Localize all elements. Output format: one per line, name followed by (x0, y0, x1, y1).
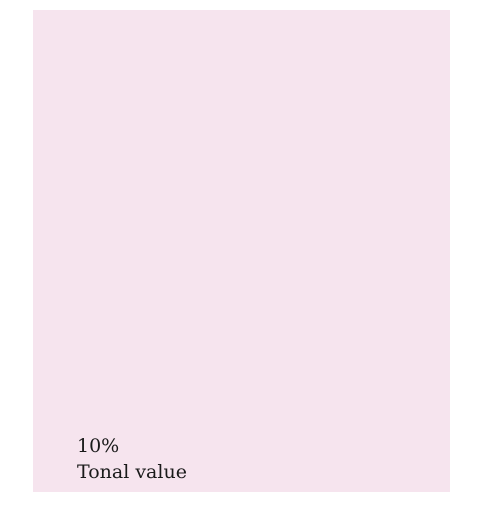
color-swatch: 10% Tonal value (33, 10, 450, 492)
tonal-percent: 10% (77, 435, 120, 457)
tonal-label: Tonal value (77, 461, 187, 483)
